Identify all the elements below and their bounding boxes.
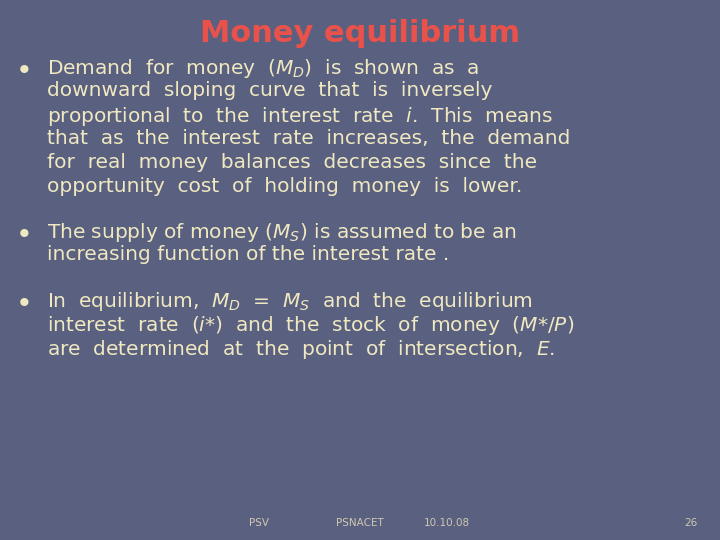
Text: 10.10.08: 10.10.08 xyxy=(423,518,469,528)
Text: •: • xyxy=(16,57,32,85)
Text: •: • xyxy=(16,221,32,249)
Text: proportional  to  the  interest  rate  $\mathit{i}$.  This  means: proportional to the interest rate $\math… xyxy=(47,105,553,128)
Text: PSV: PSV xyxy=(249,518,269,528)
Text: interest  rate  ($\mathit{i}$*)  and  the  stock  of  money  ($\mathit{M}$*/$\ma: interest rate ($\mathit{i}$*) and the st… xyxy=(47,314,574,337)
Text: increasing function of the interest rate .: increasing function of the interest rate… xyxy=(47,245,449,265)
Text: Demand  for  money  ($\mathit{M_D}$)  is  shown  as  a: Demand for money ($\mathit{M_D}$) is sho… xyxy=(47,57,479,80)
Text: for  real  money  balances  decreases  since  the: for real money balances decreases since … xyxy=(47,153,537,172)
Text: downward  sloping  curve  that  is  inversely: downward sloping curve that is inversely xyxy=(47,80,492,100)
Text: opportunity  cost  of  holding  money  is  lower.: opportunity cost of holding money is low… xyxy=(47,177,522,196)
Text: In  equilibrium,  $\mathit{M_D}$  =  $\mathit{M_S}$  and  the  equilibrium: In equilibrium, $\mathit{M_D}$ = $\mathi… xyxy=(47,290,533,313)
Text: 26: 26 xyxy=(685,518,698,528)
Text: Money equilibrium: Money equilibrium xyxy=(200,19,520,48)
Text: The supply of money ($M_S$) is assumed to be an: The supply of money ($M_S$) is assumed t… xyxy=(47,221,517,245)
Text: that  as  the  interest  rate  increases,  the  demand: that as the interest rate increases, the… xyxy=(47,129,570,148)
Text: •: • xyxy=(16,290,32,318)
Text: PSNACET: PSNACET xyxy=(336,518,384,528)
Text: are  determined  at  the  point  of  intersection,  $\mathit{E}$.: are determined at the point of intersect… xyxy=(47,338,555,361)
